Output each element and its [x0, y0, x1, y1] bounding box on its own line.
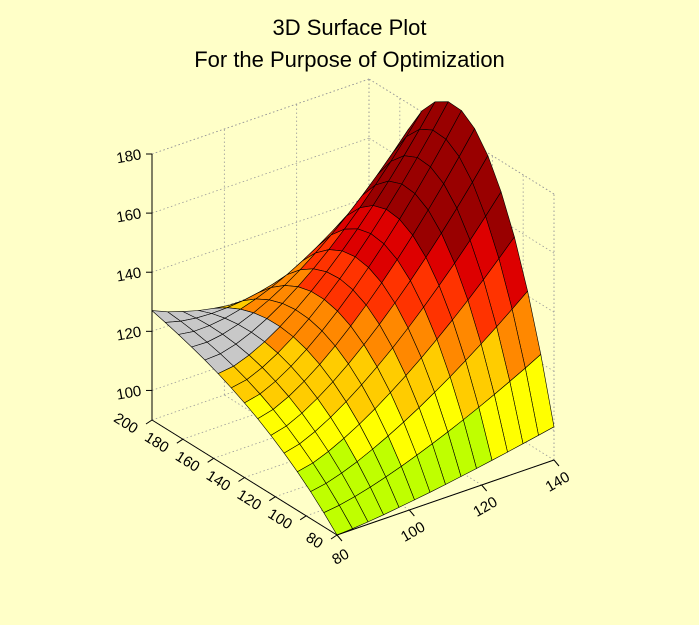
x-tick-label: 80 — [329, 546, 352, 569]
chart-title: 3D Surface Plot — [272, 15, 427, 40]
x-axis-line — [336, 459, 555, 536]
y-tick — [269, 496, 276, 502]
z-tick-label: 140 — [115, 264, 143, 285]
y-tick — [207, 457, 214, 463]
z-tick-label: 160 — [115, 205, 143, 226]
z-tick-label: 180 — [115, 146, 143, 167]
gridline — [151, 137, 370, 214]
y-tick-label: 120 — [234, 486, 264, 514]
z-tick-label: 120 — [115, 324, 143, 345]
chart-subtitle: For the Purpose of Optimization — [194, 47, 505, 72]
x-tick-label: 120 — [470, 493, 500, 520]
y-tick-label: 100 — [265, 506, 295, 534]
y-tick — [238, 477, 245, 482]
y-tick-label: 180 — [141, 429, 171, 457]
y-tick — [330, 534, 338, 540]
surface-patch — [323, 504, 353, 536]
x-tick — [408, 509, 415, 517]
gridline — [151, 78, 370, 155]
y-tick — [176, 438, 184, 444]
x-tick-label: 140 — [543, 468, 573, 495]
y-tick-label: 140 — [203, 467, 233, 495]
y-tick-label: 200 — [111, 410, 141, 438]
z-tick-label: 100 — [115, 383, 143, 404]
x-tick-label: 100 — [398, 518, 428, 545]
y-tick-label: 160 — [172, 448, 202, 476]
x-tick — [553, 459, 560, 467]
y-tick — [299, 515, 307, 521]
surface-layer — [151, 101, 555, 536]
y-tick-label: 80 — [303, 529, 326, 552]
y-tick — [145, 419, 153, 425]
box-edge — [151, 78, 370, 155]
x-tick — [336, 534, 343, 542]
x-tick — [481, 484, 488, 492]
chart-title-block: 3D Surface Plot For the Purpose of Optim… — [0, 12, 699, 76]
